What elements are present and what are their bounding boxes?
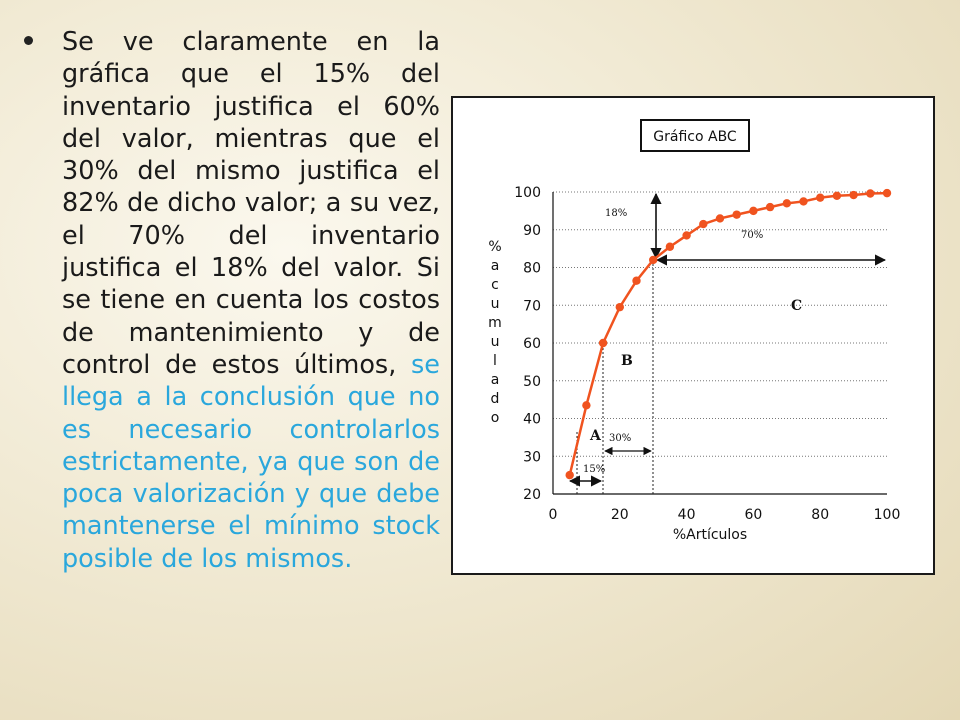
bullet-point: Se ve claramente en la gráfica que el 15…	[24, 26, 440, 575]
label-pct-15: 15%	[583, 464, 605, 475]
x-tick-label: 100	[874, 507, 901, 523]
abc-chart-svg: Gráfico ABC 20 30 40 50 60 70 80 90 100 0 20 40 60 8…	[488, 119, 901, 543]
y-tick-label: 80	[523, 261, 541, 277]
y-tick-label: 30	[523, 449, 541, 465]
y-tick-label: 90	[523, 223, 541, 239]
x-tick-label: 80	[811, 507, 829, 523]
paragraph-main-text: Se ve claramente en la gráfica que el 15…	[62, 27, 440, 380]
y-axis-label-char: m	[488, 315, 502, 331]
y-tick-label: 100	[514, 185, 541, 201]
data-point	[799, 197, 808, 206]
data-point	[732, 210, 741, 219]
data-point	[632, 276, 641, 285]
data-point	[615, 302, 624, 312]
y-tick-label: 50	[523, 374, 541, 390]
label-pct-30: 30%	[609, 433, 631, 444]
x-tick-label: 0	[549, 507, 558, 523]
data-points	[565, 188, 892, 480]
abc-chart: Gráfico ABC 20 30 40 50 60 70 80 90 100 0 20 40 60 8…	[451, 96, 935, 575]
data-point	[765, 202, 775, 212]
chart-title: Gráfico ABC	[653, 129, 737, 145]
data-point	[649, 255, 658, 265]
label-pct-18: 18%	[605, 208, 627, 219]
data-point	[582, 401, 591, 410]
data-point	[866, 189, 875, 198]
paragraph-highlight-text: se llega a la conclusión que no es neces…	[62, 349, 440, 574]
y-axis-label-char: u	[491, 296, 500, 312]
bullet-dot-icon	[24, 36, 33, 45]
x-tick-labels: 0 20 40 60 80 100	[549, 507, 901, 523]
y-axis-label-char: d	[491, 391, 500, 407]
bullet-paragraph: Se ve claramente en la gráfica que el 15…	[62, 26, 440, 575]
y-axis-label-char: l	[493, 353, 497, 369]
y-axis-label-char: u	[491, 334, 500, 350]
y-tick-labels: 20 30 40 50 60 70 80 90 100	[514, 185, 541, 503]
data-point	[882, 188, 892, 198]
chart-title-box	[640, 119, 750, 152]
data-point	[699, 219, 708, 229]
data-point	[565, 470, 574, 480]
data-point	[749, 206, 758, 216]
x-axis-label: %Artículos	[673, 527, 747, 543]
label-pct-70: 70%	[741, 230, 763, 241]
label-class-c: C	[791, 298, 802, 314]
y-tick-label: 40	[523, 412, 541, 428]
data-point	[682, 231, 691, 240]
label-class-a: A	[589, 428, 602, 444]
y-tick-label: 60	[523, 336, 541, 352]
x-tick-label: 60	[744, 507, 762, 523]
data-point	[849, 190, 858, 200]
data-point	[832, 191, 842, 200]
label-class-b: B	[621, 353, 633, 369]
x-tick-label: 40	[678, 507, 696, 523]
y-tick-label: 70	[523, 298, 541, 314]
y-axis-label-char: o	[491, 410, 500, 426]
data-point	[782, 199, 791, 208]
y-axis-label-char: a	[491, 258, 500, 274]
x-tick-label: 20	[611, 507, 629, 523]
data-point	[665, 242, 675, 251]
y-axis-label-char: %	[488, 239, 501, 255]
y-tick-label: 20	[523, 487, 541, 503]
data-point	[598, 338, 608, 348]
data-point	[715, 214, 725, 223]
y-axis-label-char: c	[491, 277, 499, 293]
data-point	[816, 193, 825, 202]
y-axis-label-char: a	[491, 372, 500, 388]
